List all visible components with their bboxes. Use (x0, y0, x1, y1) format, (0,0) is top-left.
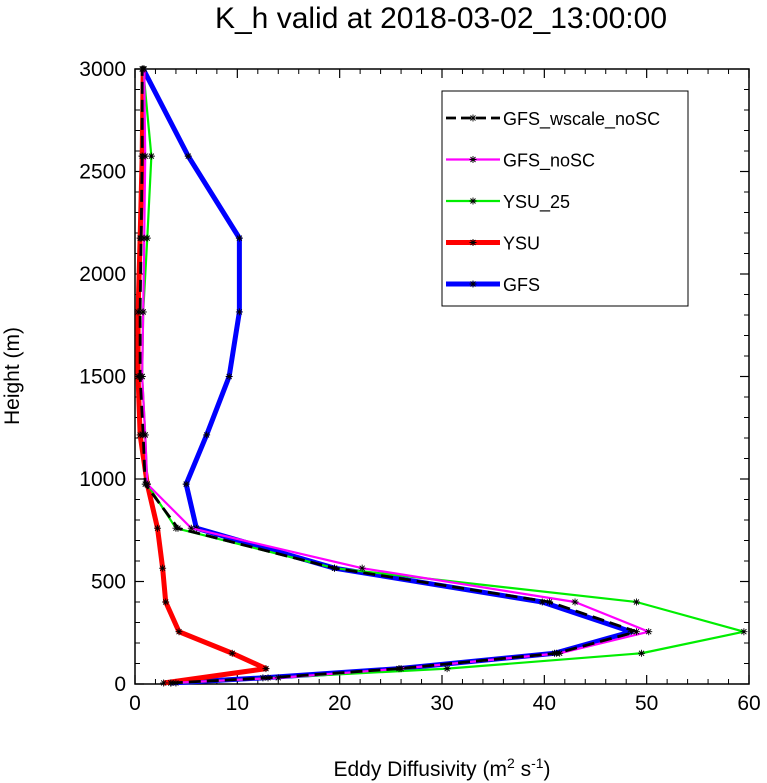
point-ysu-25-3 (740, 628, 748, 636)
legend-item-ysu: YSU (446, 234, 540, 254)
point-gfs-wscale-nosc-13 (138, 152, 146, 160)
point-gfs-10 (225, 373, 233, 380)
x-axis-label-mid: s (515, 758, 531, 781)
point-gfs-nosc-7 (187, 524, 195, 532)
point-gfs-wscale-nosc-0 (167, 679, 175, 687)
legend-marker-ysu-25 (469, 197, 477, 205)
legend-marker-gfs (469, 280, 477, 288)
point-gfs-wscale-nosc-4 (632, 628, 640, 636)
legend-marker-gfs-wscale-nosc (469, 114, 477, 122)
y-tick-label-3000: 3000 (79, 58, 126, 81)
point-ysu-5 (159, 564, 167, 572)
point-ysu-25-4 (632, 598, 640, 606)
y-tick-label-1500: 1500 (79, 366, 126, 389)
y-tick-label-500: 500 (91, 571, 126, 594)
point-gfs-wscale-nosc-5 (545, 598, 553, 606)
point-gfs-wscale-nosc-14 (138, 65, 146, 73)
x-axis-label: Eddy Diffusivity (m2 s-1) (333, 755, 550, 781)
point-gfs-4 (627, 628, 635, 636)
point-gfs-wscale-nosc-9 (139, 431, 147, 439)
point-gfs-wscale-nosc-12 (137, 234, 145, 242)
legend-label-ysu-25: YSU_25 (503, 192, 570, 213)
series-line-ysu (135, 68, 269, 686)
y-tick-label-2000: 2000 (79, 263, 126, 286)
x-tick-label-40: 40 (533, 692, 556, 715)
legend-item-gfs-wscale-nosc: GFS_wscale_noSC (446, 109, 660, 130)
legend-item-gfs: GFS (446, 275, 540, 295)
series-gfs-wscale-nosc (136, 65, 640, 687)
point-ysu-1 (262, 665, 270, 673)
point-gfs-wscale-nosc-11 (136, 308, 144, 316)
legend-item-gfs-nosc: GFS_noSC (446, 151, 595, 172)
y-tick-label-2500: 2500 (79, 161, 126, 184)
legend-marker-ysu (469, 239, 477, 246)
legend-box (441, 90, 689, 307)
point-gfs-wscale-nosc-2 (395, 665, 403, 673)
point-gfs-12 (235, 234, 243, 242)
point-gfs-9 (203, 431, 211, 439)
point-gfs-11 (235, 308, 243, 316)
series-line-ysu-25 (141, 68, 745, 685)
point-gfs-nosc-4 (645, 628, 653, 636)
x-axis-label-end: ) (544, 758, 551, 781)
legend-label-gfs: GFS (503, 275, 540, 295)
legend-label-gfs-nosc: GFS_noSC (503, 151, 595, 172)
y-tick-label-1000: 1000 (79, 468, 126, 491)
x-axis-label-sup2: -1 (531, 755, 544, 771)
point-ysu-25-1 (443, 665, 451, 673)
axis-ticks: 0 10 20 30 40 50 60 0 500 1000 1500 2000 2500 3000 (79, 58, 760, 715)
legend-item-ysu-25: YSU_25 (446, 192, 570, 213)
legend: GFS_wscale_noSC GFS_noSC YSU_25 YSU GFS (441, 90, 689, 307)
legend-label-gfs-wscale-nosc: GFS_wscale_noSC (503, 109, 660, 130)
point-ysu-6 (154, 524, 162, 532)
series-ysu (134, 65, 270, 687)
x-tick-label-50: 50 (635, 692, 658, 715)
point-gfs-nosc-1 (274, 674, 282, 682)
point-ysu-2 (228, 649, 236, 657)
point-gfs-wscale-nosc-6 (331, 564, 339, 572)
point-ysu-3 (175, 628, 183, 636)
point-gfs-7 (192, 524, 200, 532)
point-gfs-nosc-5 (571, 598, 579, 606)
point-ysu-25-12 (147, 152, 155, 160)
y-axis-label: Height (m) (1, 327, 24, 425)
x-tick-label-20: 20 (328, 692, 351, 715)
x-tick-label-0: 0 (129, 692, 141, 715)
x-tick-label-60: 60 (737, 692, 760, 715)
point-gfs-8 (182, 480, 190, 488)
x-tick-label-10: 10 (226, 692, 249, 715)
chart-title: K_h valid at 2018-03-02_13:00:00 (215, 2, 667, 35)
x-axis-label-sup1: 2 (507, 755, 515, 771)
point-gfs-nosc-6 (358, 564, 366, 572)
y-tick-label-0: 0 (114, 673, 126, 696)
point-gfs-13 (184, 152, 192, 160)
point-ysu-25-2 (638, 649, 646, 657)
point-ysu-0 (160, 679, 168, 687)
point-gfs-wscale-nosc-7 (174, 524, 182, 532)
point-ysu-4 (162, 598, 170, 606)
legend-label-ysu: YSU (503, 234, 540, 254)
point-gfs-wscale-nosc-1 (264, 674, 272, 682)
series-layer (134, 65, 748, 687)
legend-marker-gfs-nosc (469, 156, 477, 163)
point-gfs-wscale-nosc-8 (141, 480, 149, 488)
x-axis-label-main: Eddy Diffusivity (m (333, 758, 507, 781)
x-tick-label-30: 30 (430, 692, 453, 715)
point-gfs-wscale-nosc-10 (136, 373, 144, 380)
point-gfs-wscale-nosc-3 (553, 649, 561, 657)
